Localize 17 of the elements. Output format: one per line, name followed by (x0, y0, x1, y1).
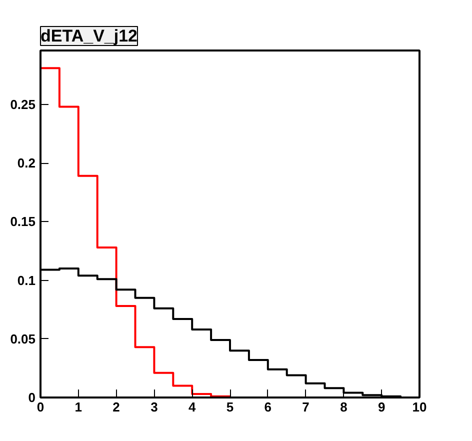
x-tick-label: 6 (264, 400, 272, 414)
y-tick-label: 0.1 (17, 272, 36, 288)
x-tick-label: 3 (150, 400, 158, 414)
x-tick-label: 7 (302, 400, 310, 414)
x-tick-label: 4 (188, 400, 196, 414)
x-tick-label: 2 (112, 400, 120, 414)
y-tick-label: 0.05 (10, 331, 36, 346)
y-tick-label: 0.15 (10, 214, 36, 230)
y-tick-label: 0 (28, 390, 36, 405)
x-tick-label: 8 (340, 400, 348, 414)
y-tick-label: 0.25 (10, 96, 36, 112)
x-tick-label: 9 (378, 400, 386, 414)
x-tick-label: 5 (226, 400, 234, 414)
x-tick-label: 10 (412, 400, 427, 414)
chart-title: dETA_V_j12 (40, 26, 138, 46)
x-tick-label: 1 (74, 400, 82, 414)
y-tick-label: 0.2 (17, 156, 36, 171)
